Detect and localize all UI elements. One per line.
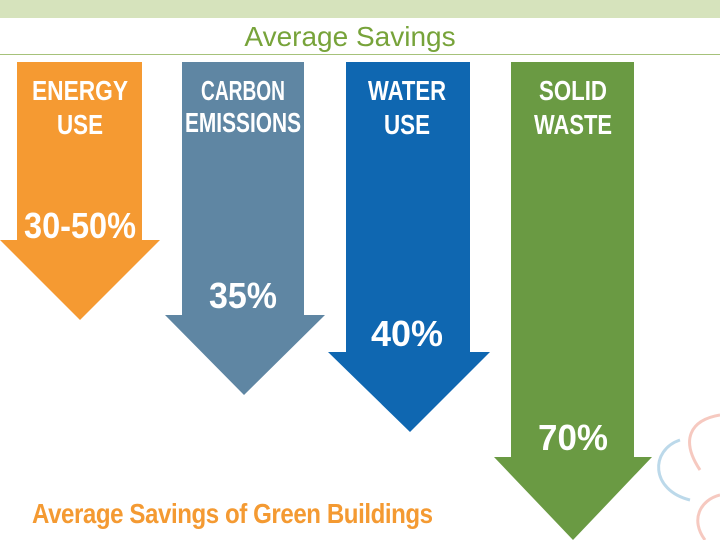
carbon-label-line1: CARBON: [201, 75, 285, 106]
water-arrow: [328, 62, 490, 432]
water-value: 40%: [371, 313, 443, 354]
title-divider: [0, 54, 720, 55]
waste-label-line2: WASTE: [534, 109, 612, 140]
carbon-value: 35%: [209, 275, 277, 316]
waste-label-line1: SOLID: [539, 75, 607, 106]
water-label-line2: USE: [384, 109, 430, 140]
energy-arrow: [0, 62, 160, 320]
energy-label-line1: ENERGY: [32, 75, 128, 106]
energy-label-line2: USE: [57, 109, 103, 140]
waste-arrow: [494, 62, 652, 540]
energy-value: 30-50%: [24, 205, 136, 246]
carbon-label-line2: EMISSIONS: [185, 107, 301, 138]
waste-value: 70%: [538, 417, 608, 458]
flower-logo-icon: [657, 413, 720, 540]
page-title: Average Savings: [244, 21, 456, 52]
carbon-arrow: [165, 62, 325, 395]
water-label-line1: WATER: [368, 75, 446, 106]
infographic-caption: Average Savings of Green Buildings: [32, 498, 433, 529]
header-band: [0, 0, 720, 18]
